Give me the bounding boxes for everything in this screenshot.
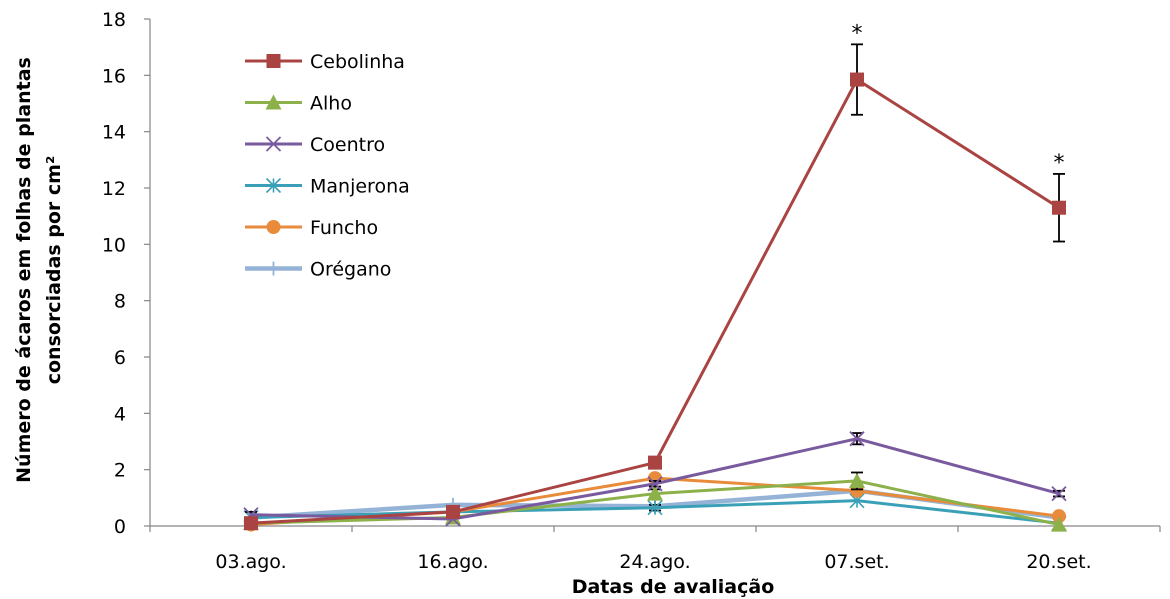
- y-tick-label: 2: [114, 460, 126, 482]
- legend-item-funcho: Funcho: [245, 217, 378, 239]
- legend-label: Alho: [310, 93, 352, 115]
- y-axis-title-line-1: Número de ácaros em folhas de plantas: [13, 57, 35, 483]
- legend-marker: [265, 136, 282, 152]
- y-ticks: 0 2 4 6 8 10 12 14 16 18: [102, 9, 150, 538]
- legend-marker: [266, 220, 281, 234]
- x-ticks: 03.ago. 16.ago. 24.ago. 07.set. 20.set.: [149, 526, 1161, 573]
- series-layer: [243, 43, 1067, 532]
- data-point: [648, 455, 662, 470]
- annotations: **: [852, 21, 1065, 176]
- legend-item-oregano: Orégano: [245, 259, 391, 281]
- data-point: [446, 504, 460, 519]
- legend-marker: [266, 261, 281, 276]
- x-tick-label: 07.set.: [824, 551, 889, 573]
- legend-item-manjerona: Manjerona: [245, 176, 410, 198]
- axes: [149, 19, 1160, 527]
- y-tick-label: 18: [102, 9, 126, 31]
- x-tick-label: 16.ago.: [417, 551, 488, 573]
- data-point: [1051, 516, 1067, 532]
- data-point: [647, 476, 663, 492]
- y-tick-label: 10: [102, 234, 126, 256]
- marker-stroke: [1051, 485, 1067, 502]
- data-point: [849, 472, 865, 488]
- series-cebolinha: [244, 43, 1066, 531]
- data-point: [244, 516, 258, 531]
- x-tick-label: 20.set.: [1026, 551, 1091, 573]
- legend-marker: [266, 54, 281, 68]
- data-point: [1052, 509, 1066, 524]
- x-tick-label: 03.ago.: [215, 551, 286, 573]
- data-point: [647, 500, 663, 516]
- x-tick-label: 24.ago.: [619, 551, 690, 573]
- marker-stroke: [265, 136, 282, 152]
- legend-marker: [265, 94, 282, 110]
- x-axis-title: Datas de avaliação: [572, 576, 775, 598]
- y-axis-title: Número de ácaros em folhas de plantas co…: [13, 57, 65, 483]
- y-tick-label: 8: [114, 291, 126, 313]
- legend-item-alho: Alho: [245, 93, 352, 115]
- data-point: [647, 485, 663, 501]
- data-point: [1052, 200, 1066, 215]
- legend-item-cebolinha: Cebolinha: [245, 51, 405, 73]
- legend-marker: [265, 177, 282, 194]
- legend-label: Cebolinha: [310, 51, 405, 73]
- data-point: [849, 431, 865, 447]
- legend-label: Orégano: [310, 259, 391, 281]
- y-axis-title-line-2: consorciadas por cm²: [43, 156, 65, 385]
- significance-mark: *: [1054, 151, 1065, 176]
- data-point: [850, 72, 864, 87]
- marker-stroke: [849, 431, 865, 447]
- y-tick-label: 12: [102, 178, 126, 200]
- y-tick-label: 6: [114, 347, 126, 369]
- legend-label: Funcho: [310, 217, 378, 239]
- y-tick-label: 16: [102, 65, 126, 87]
- y-tick-label: 0: [114, 516, 126, 538]
- significance-mark: *: [852, 21, 863, 46]
- data-point: [1051, 485, 1067, 502]
- y-tick-label: 4: [114, 403, 126, 425]
- legend-item-coentro: Coentro: [245, 134, 385, 156]
- legend-label: Manjerona: [310, 176, 410, 198]
- marker-stroke: [647, 476, 663, 492]
- legend: Cebolinha Alho Coentro Manjerona Funcho Oréga…: [245, 51, 410, 281]
- legend-label: Coentro: [310, 134, 385, 156]
- y-tick-label: 14: [102, 122, 126, 144]
